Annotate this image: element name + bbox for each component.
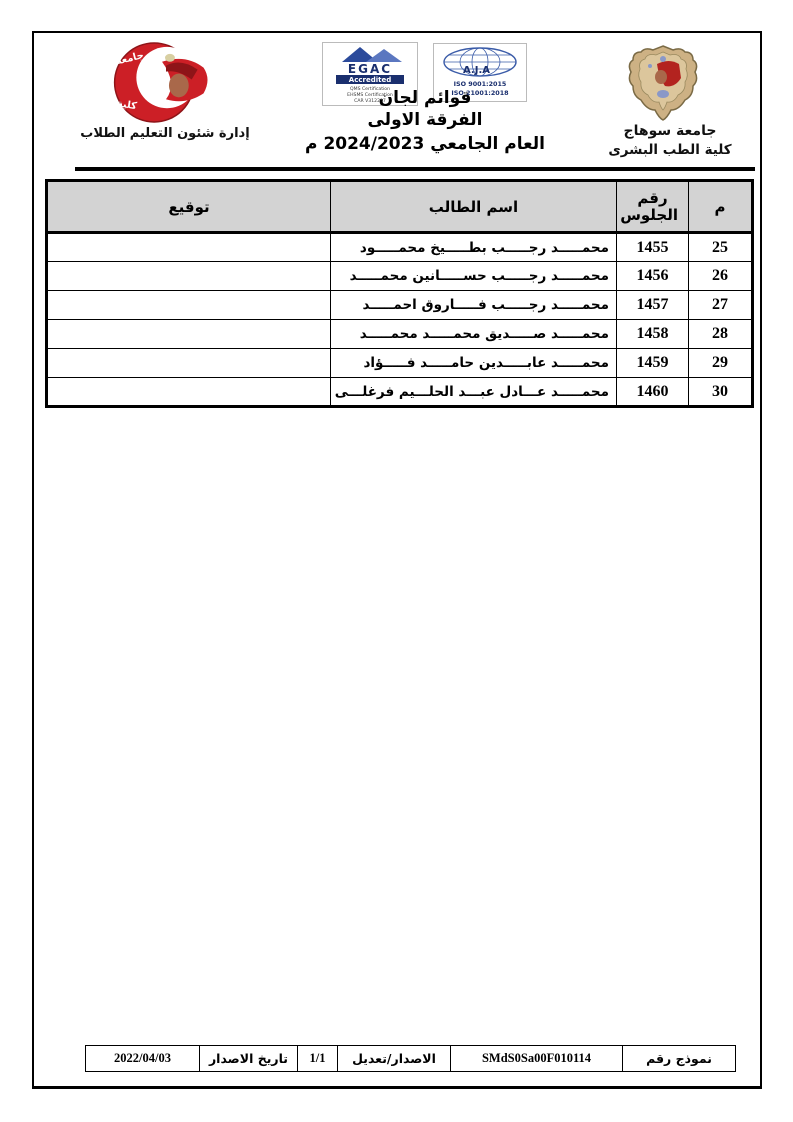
column-header-signature: توقيع [46, 180, 331, 234]
student-name: محمـــــد صـــــديق محمـــــد محمـــــد [330, 319, 617, 349]
document-title-block: قوائم لجان الفرقة الاولى العام الجامعي 2… [290, 87, 560, 157]
signature-cell [46, 348, 331, 378]
table-header-row: م رقم الجلوس اسم الطالب توقيع [46, 180, 753, 234]
revision-value: 1/1 [297, 1045, 338, 1072]
grade-title: الفرقة الاولى [367, 110, 483, 130]
svg-text:ISO 9001:2015: ISO 9001:2015 [454, 80, 507, 88]
committees-title: قوائم لجان [378, 88, 472, 108]
row-index: 29 [688, 348, 753, 378]
signature-cell [46, 319, 331, 349]
revision-label: الاصدار/تعديل [337, 1045, 451, 1072]
student-name: محمـــــد عابـــــدين حامـــــد فـــــؤا… [330, 348, 617, 378]
signature-cell [46, 377, 331, 407]
seat-number: 1456 [616, 261, 689, 291]
signature-cell [46, 290, 331, 320]
form-number-label: نموذج رقم [622, 1045, 736, 1072]
column-header-student-name: اسم الطالب [330, 180, 617, 234]
egac-accreditation-logo-icon: EGAC Accredited QMS Certification EHSMS … [322, 42, 418, 106]
university-name: جامعة سوهاج [623, 123, 717, 139]
aja-iso-logo-icon: A.J.A ISO 9001:2015 ISO 21001:2018 [433, 43, 527, 102]
footer-container: نموذج رقم SMdS0Sa00F010114 الاصدار/تعديل… [85, 1045, 736, 1072]
issue-date-label: تاريخ الاصدار [199, 1045, 298, 1072]
student-row: 27 1457 محمـــــد رجـــــب فـــــاروق اح… [46, 290, 753, 320]
student-row: 29 1459 محمـــــد عابـــــدين حامـــــد … [46, 348, 753, 378]
faculty-name: كلية الطب البشرى [608, 142, 732, 158]
student-row: 30 1460 محمـــــد عـــادل عبـــد الحلـــ… [46, 377, 753, 407]
svg-text:QMS Certification: QMS Certification [350, 86, 390, 92]
svg-text:ISO 21001:2018: ISO 21001:2018 [451, 89, 509, 97]
seat-number: 1460 [616, 377, 689, 407]
student-name: محمـــــد رجـــــب بطـــــيخ محمـــــود [330, 232, 617, 262]
header-divider [75, 167, 755, 171]
department-label: إدارة شئون التعليم الطلاب [80, 126, 250, 141]
student-name: محمـــــد رجـــــب فـــــاروق احمـــــد [330, 290, 617, 320]
page-border [32, 31, 762, 1089]
seat-number: 1458 [616, 319, 689, 349]
seat-number: 1457 [616, 290, 689, 320]
svg-text:EHSMS Certification: EHSMS Certification [347, 92, 393, 98]
svg-text:CAR V312297: CAR V312297 [354, 98, 386, 104]
form-info-table: نموذج رقم SMdS0Sa00F010114 الاصدار/تعديل… [85, 1045, 736, 1072]
seat-number: 1455 [616, 232, 689, 262]
svg-text:Accredited: Accredited [349, 76, 391, 84]
row-index: 25 [688, 232, 753, 262]
column-header-seat-number: رقم الجلوس [616, 180, 689, 234]
issue-date-value: 2022/04/03 [85, 1045, 200, 1072]
row-index: 28 [688, 319, 753, 349]
student-name: محمـــــد رجـــــب حســـــانين محمـــــد [330, 261, 617, 291]
row-index: 27 [688, 290, 753, 320]
row-index: 26 [688, 261, 753, 291]
university-shield-logo-icon [628, 45, 698, 121]
students-table-container: م رقم الجلوس اسم الطالب توقيع 25 1455 مح… [45, 179, 754, 408]
academic-year-title: العام الجامعي 2024/2023 م [305, 134, 545, 154]
signature-cell [46, 261, 331, 291]
student-row: 25 1455 محمـــــد رجـــــب بطـــــيخ محم… [46, 232, 753, 262]
student-row: 26 1456 محمـــــد رجـــــب حســـــانين م… [46, 261, 753, 291]
form-number-code: SMdS0Sa00F010114 [450, 1045, 623, 1072]
svg-text:EGAC: EGAC [348, 62, 392, 76]
student-row: 28 1458 محمـــــد صـــــديق محمـــــد مح… [46, 319, 753, 349]
column-header-index: م [688, 180, 753, 234]
students-table: م رقم الجلوس اسم الطالب توقيع 25 1455 مح… [45, 179, 754, 408]
signature-cell [46, 232, 331, 262]
form-info-row: نموذج رقم SMdS0Sa00F010114 الاصدار/تعديل… [85, 1045, 736, 1072]
seat-number: 1459 [616, 348, 689, 378]
svg-text:A.J.A: A.J.A [463, 65, 490, 76]
student-name: محمـــــد عـــادل عبـــد الحلـــيم فرغلـ… [330, 377, 617, 407]
university-label: جامعة سوهاج كلية الطب البشرى [595, 122, 745, 159]
row-index: 30 [688, 377, 753, 407]
faculty-crescent-logo-icon: جامعة سوهاج كلية الطب [79, 42, 208, 123]
